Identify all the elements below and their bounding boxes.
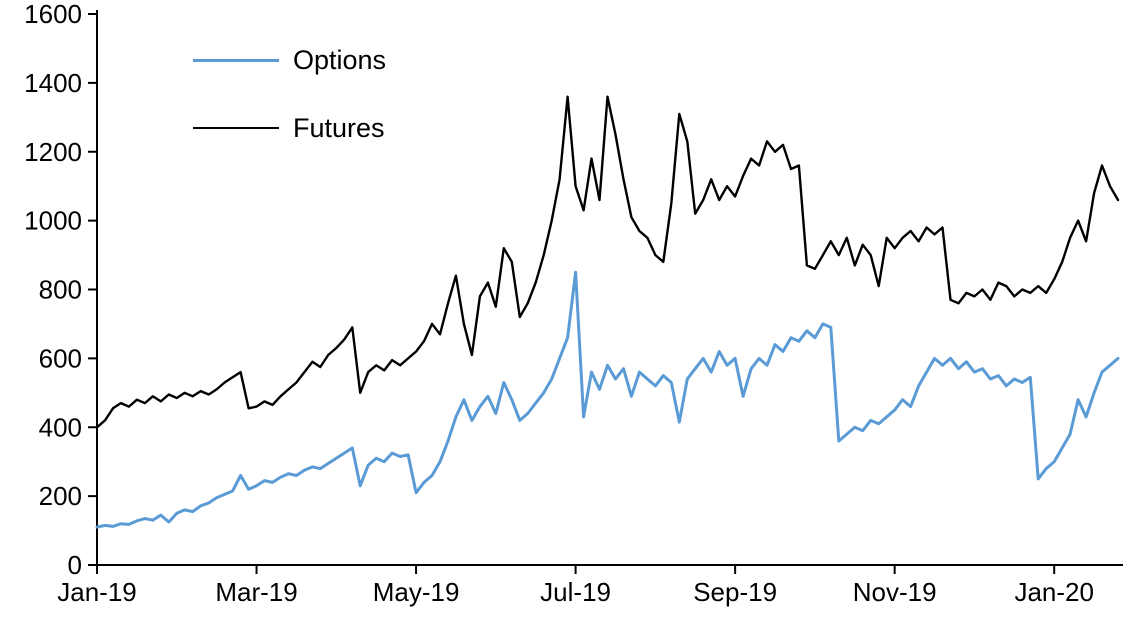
options-line (95, 270, 1120, 529)
legend-label-futures: Futures (293, 112, 385, 143)
futures-line-swatch (193, 126, 279, 130)
y-tick-label: 800 (39, 275, 82, 305)
x-tick-label: May-19 (373, 577, 460, 607)
y-tick-label: 400 (39, 412, 82, 442)
legend-label-options: Options (293, 44, 387, 75)
x-tick-label: Mar-19 (215, 577, 297, 607)
legend-item-options: Options (193, 38, 386, 82)
y-tick-label: 1000 (24, 206, 82, 236)
x-tick-label: Nov-19 (853, 577, 937, 607)
legend-item-futures: Futures (193, 106, 386, 150)
x-tick-label: Sep-19 (693, 577, 777, 607)
y-tick-label: 200 (39, 481, 82, 511)
y-tick-label: 600 (39, 343, 82, 373)
y-tick-label: 1200 (24, 137, 82, 167)
y-tick-label: 0 (68, 550, 82, 580)
y-tick-label: 1600 (24, 0, 82, 29)
options-line-swatch (193, 58, 279, 62)
legend: Options Futures (193, 38, 386, 150)
x-tick-label: Jan-19 (57, 577, 137, 607)
y-tick-label: 1400 (24, 68, 82, 98)
futures-line (95, 95, 1120, 429)
x-tick-label: Jul-19 (540, 577, 611, 607)
x-tick-label: Jan-20 (1014, 577, 1094, 607)
